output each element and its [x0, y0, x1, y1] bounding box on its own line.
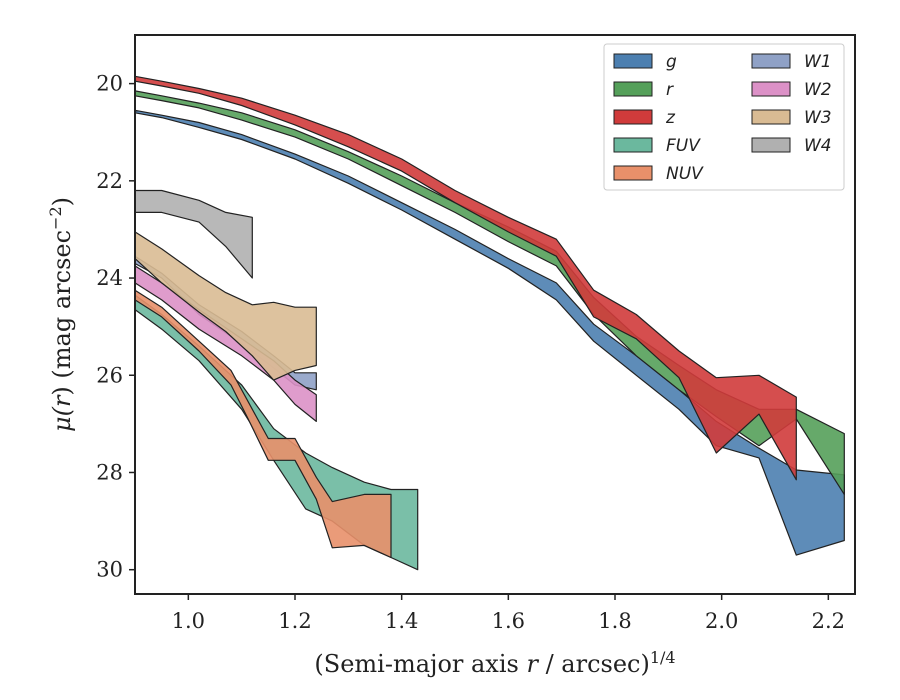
x-tick-label: 1.2 [278, 609, 311, 633]
legend-label-w4: W4 [804, 136, 832, 156]
legend-swatch-w4 [751, 137, 791, 153]
y-axis-ticks: 20 22 24 26 28 30 [96, 72, 135, 582]
legend: grz FUV NUV W1 W2 W3 W4 [603, 43, 845, 191]
legend-label-nuv: NUV [666, 164, 704, 184]
legend-label-fuv: FUV [666, 136, 701, 156]
legend-swatch-nuv [613, 165, 653, 181]
legend-swatch-w2 [751, 81, 791, 97]
band-w4 [134, 189, 253, 279]
x-tick-label: 2.0 [705, 609, 738, 633]
y-tick-label: 28 [96, 460, 123, 484]
y-tick-label: 22 [96, 169, 123, 193]
x-axis-label: (Semi-major axis r / arcsec)1/4 [314, 648, 675, 679]
legend-swatch-fuv [613, 137, 653, 153]
y-tick-label: 30 [96, 558, 123, 582]
legend-box [603, 43, 845, 191]
legend-label-w3: W3 [804, 108, 832, 128]
legend-swatch-g [613, 53, 653, 69]
plot-frame [134, 34, 856, 595]
x-tick-label: 1.0 [172, 609, 205, 633]
legend-swatch-w3 [751, 109, 791, 125]
legend-label-w2: W2 [804, 80, 832, 100]
x-tick-label: 2.2 [812, 609, 845, 633]
y-axis-label: μ(r) (mag arcsec−2) [46, 197, 77, 432]
profile-bands [134, 75, 845, 571]
y-tick-label: 20 [96, 72, 123, 96]
legend-label-r: r [666, 80, 674, 100]
legend-swatch-w1 [751, 53, 791, 69]
band-nuv [134, 289, 392, 559]
x-tick-label: 1.4 [385, 609, 418, 633]
band-w3 [134, 231, 317, 381]
legend-label-g: g [666, 52, 677, 72]
x-tick-label: 1.8 [598, 609, 631, 633]
y-tick-label: 24 [96, 266, 123, 290]
legend-label-z: z [665, 108, 676, 128]
legend-swatch-r [613, 81, 653, 97]
legend-label-w1: W1 [804, 52, 832, 72]
x-tick-label: 1.6 [492, 609, 525, 633]
legend-swatch-z [613, 109, 653, 125]
band-r [134, 90, 845, 495]
band-g [134, 109, 845, 556]
band-z [134, 75, 797, 481]
y-tick-label: 26 [96, 363, 123, 387]
x-axis-ticks: 1.0 1.2 1.4 1.6 1.8 2.0 2.2 [172, 594, 845, 633]
